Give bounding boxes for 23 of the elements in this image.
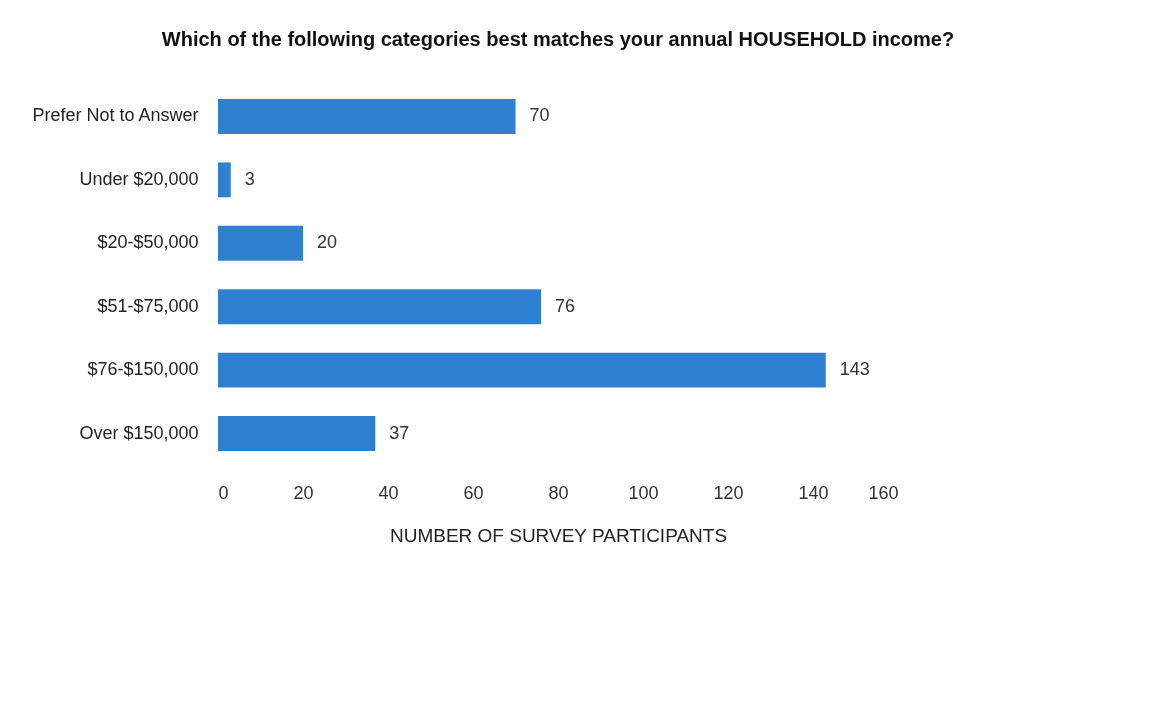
data-label: 76 (555, 295, 576, 316)
y-tick-label: Over $150,000 (79, 422, 199, 443)
data-label: 37 (389, 422, 410, 443)
y-tick-label: Under $20,000 (79, 168, 199, 189)
x-tick-label: 0 (218, 482, 229, 503)
x-tick-label: 80 (548, 482, 569, 503)
x-axis-title: NUMBER OF SURVEY PARTICIPANTS (389, 524, 728, 546)
x-tick-label: 160 (868, 482, 899, 503)
data-label: 143 (839, 359, 870, 380)
data-label: 70 (529, 105, 550, 126)
y-tick-label: Prefer Not to Answer (32, 105, 199, 126)
x-tick-label: 20 (293, 482, 314, 503)
data-label: 20 (317, 232, 338, 253)
data-label: 3 (244, 168, 255, 189)
x-tick-label: 140 (798, 482, 829, 503)
x-tick-label: 120 (713, 482, 744, 503)
x-tick-label: 100 (628, 482, 659, 503)
chart-title: Which of the following categories best matches your annual HOUSEHOLD income? (161, 28, 955, 50)
y-tick-label: $20-$50,000 (97, 232, 199, 253)
y-tick-label: $76-$150,000 (87, 359, 199, 380)
x-tick-label: 40 (378, 482, 399, 503)
y-tick-label: $51-$75,000 (97, 295, 199, 316)
x-tick-label: 60 (463, 482, 484, 503)
